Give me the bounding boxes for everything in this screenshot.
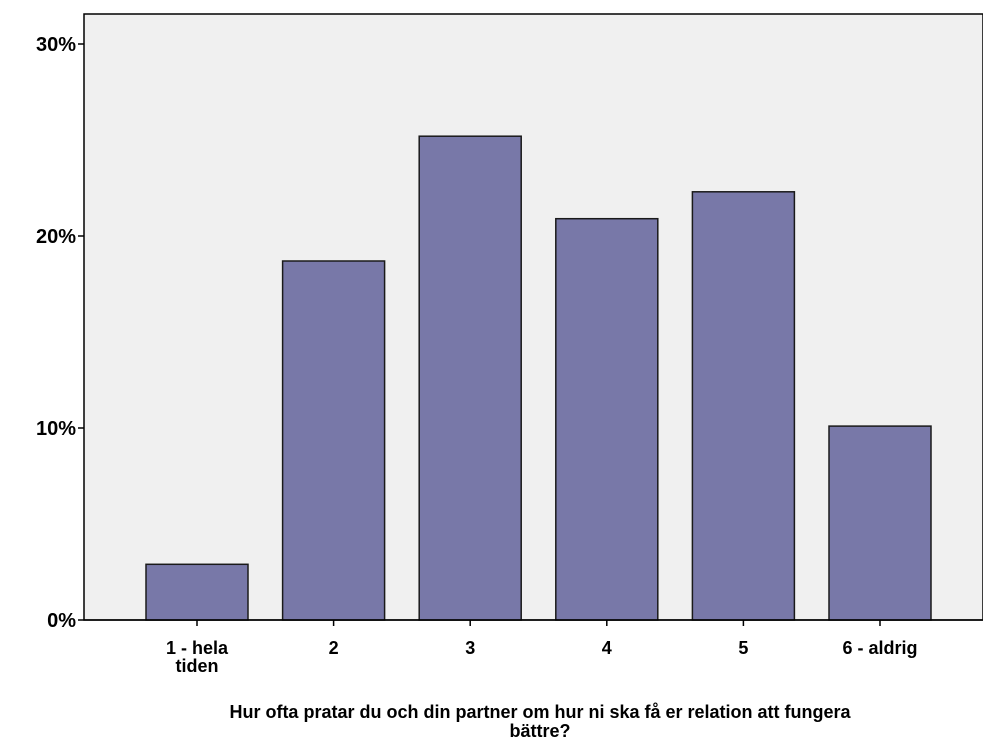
y-tick-label-1: 10% (36, 418, 76, 440)
x-tick-label-1: 1 - hela tiden (166, 638, 229, 676)
x-tick-label-2: 2 (329, 638, 339, 658)
bar-2 (281, 260, 386, 621)
y-axis: 0% 10% 20% 30% (36, 34, 84, 632)
y-tick-label-0: 0% (47, 610, 76, 632)
x-tick-label-5: 5 (738, 638, 748, 658)
x-tick-label-4: 4 (602, 638, 612, 658)
bar-3 (418, 135, 522, 621)
bar-4 (555, 217, 659, 621)
bar-5 (691, 191, 796, 621)
bar-6 (828, 425, 932, 621)
x-tick-label-6: 6 - aldrig (842, 638, 917, 658)
bar-1 (145, 563, 249, 621)
x-axis-title: Hur ofta pratar du och din partner om hu… (229, 702, 851, 741)
x-tick-label-3: 3 (465, 638, 475, 658)
x-axis: 1 - hela tiden 2 3 4 5 6 - aldrig (84, 619, 983, 676)
y-tick-label-2: 20% (36, 226, 76, 248)
y-tick-label-3: 30% (36, 34, 76, 56)
bars-group (145, 135, 932, 621)
